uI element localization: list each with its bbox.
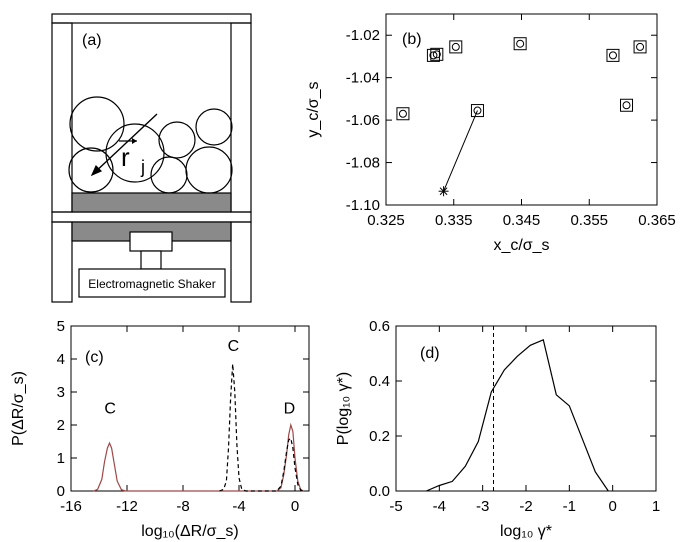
x-tick-label: -12	[116, 498, 138, 515]
distribution-chart-d: -5 -4 -3 -2 -1 0 1 0.0 0.2 0.4 0.6 (d) log₁₀ γ* P(log…	[335, 318, 660, 540]
data-point-square	[633, 40, 647, 54]
x-axis-label: log₁₀ γ*	[500, 523, 552, 540]
x-tick-label: 1	[652, 498, 660, 515]
data-point-square	[426, 48, 440, 62]
x-tick-label: -8	[176, 498, 189, 515]
y-tick-label: 0.2	[369, 428, 390, 445]
panel-tag: (d)	[420, 345, 440, 362]
x-tick-label: -5	[389, 498, 402, 515]
series-line	[219, 363, 304, 492]
left-wall	[51, 22, 73, 213]
x-tick-label: -16	[60, 498, 82, 515]
panel-tag: (c)	[85, 349, 104, 366]
series-line	[93, 422, 304, 492]
y-tick-label: 3	[57, 384, 65, 401]
data-point-circle	[432, 50, 441, 59]
shaker-box	[78, 268, 226, 298]
data-point-square	[513, 37, 527, 51]
data-point-circle	[398, 109, 407, 118]
data-point-circle	[473, 106, 482, 115]
y-tick-label: -1.08	[346, 155, 380, 172]
x-tick-label: 0	[291, 498, 299, 515]
x-tick-label: -3	[476, 498, 489, 515]
histogram-chart-c: -16 -12 -8 -4 0 0 1 2 3 4 5 (c) log₁₀(ΔR/σ_s) P(ΔR/σ_…	[10, 318, 310, 540]
data-point-square	[606, 48, 620, 62]
peak-annotation: D	[284, 400, 296, 417]
disc	[150, 156, 188, 194]
disc	[195, 108, 233, 146]
data-point-circle	[636, 42, 645, 51]
vector-subscript: j	[140, 157, 145, 177]
data-point-circle	[516, 39, 525, 48]
y-tick-label: 5	[57, 318, 65, 335]
y-tick-label: 2	[57, 417, 65, 434]
right-wall	[230, 22, 252, 213]
y-axis-label: P(log₁₀ γ*)	[335, 372, 352, 445]
trajectory-line	[443, 110, 478, 192]
data-point-circle	[608, 51, 617, 60]
container-floor-plate	[71, 192, 232, 213]
x-tick-label: 0.355	[570, 212, 608, 229]
x-tick-label: 0.365	[638, 212, 676, 229]
y-tick-label: -1.04	[346, 70, 380, 87]
peak-annotation: C	[228, 338, 240, 355]
data-point-square	[449, 40, 463, 54]
data-point-square	[396, 107, 410, 121]
x-tick-label: -1	[563, 498, 576, 515]
disc	[68, 147, 114, 193]
left-leg	[51, 221, 73, 303]
x-tick-label: 0	[608, 498, 616, 515]
vector-label: r	[121, 142, 130, 172]
data-point-circle	[429, 51, 438, 60]
y-tick-label: 1	[57, 450, 65, 467]
vector-arrowhead	[90, 164, 103, 177]
middle-bar	[51, 211, 252, 223]
y-tick-label: -1.06	[346, 112, 380, 129]
apparatus-diagram	[51, 13, 252, 303]
shaker-rod	[140, 250, 162, 270]
data-point-square	[430, 47, 444, 61]
vector-overarrow-head	[132, 138, 137, 144]
shaker-head	[129, 231, 173, 252]
panel-tag: (b)	[402, 31, 422, 48]
data-point-square	[470, 104, 484, 118]
disc	[185, 146, 233, 194]
y-tick-label: -1.10	[346, 197, 380, 214]
y-axis-label: y_c/σ_s	[305, 81, 322, 137]
y-tick-label: 0.6	[369, 318, 390, 335]
peak-annotation: C	[104, 400, 116, 417]
scatter-chart-b: 0.325 0.335 0.345 0.355 0.365 -1.02 -1.04 -1.06…	[305, 13, 676, 254]
y-tick-label: 4	[57, 351, 65, 368]
top-bar	[51, 13, 252, 24]
y-tick-label: 0.0	[369, 483, 390, 500]
x-tick-label: 0.335	[435, 212, 473, 229]
y-tick-label: 0	[57, 483, 65, 500]
position-vector	[91, 113, 158, 176]
x-tick-label: -4	[232, 498, 245, 515]
x-tick-label: -4	[433, 498, 446, 515]
disc	[69, 96, 125, 152]
x-tick-label: 0.345	[503, 212, 541, 229]
data-point-circle	[622, 101, 631, 110]
y-tick-label: 0.4	[369, 373, 390, 390]
series-line	[426, 338, 609, 492]
panel-a-tag: (a)	[82, 32, 102, 49]
star-marker	[439, 187, 448, 196]
data-point-circle	[451, 42, 460, 51]
plot-frame	[385, 13, 658, 206]
y-axis-label: P(ΔR/σ_s)	[10, 371, 27, 446]
y-tick-label: -1.02	[346, 27, 380, 44]
data-point-square	[620, 98, 634, 112]
x-tick-label: -2	[519, 498, 532, 515]
x-axis-label: x_c/σ_s	[493, 237, 549, 254]
x-tick-label: 0.325	[367, 212, 405, 229]
shaker-label: Electromagnetic Shaker	[88, 277, 215, 291]
right-leg	[230, 221, 252, 303]
x-axis-label: log₁₀(ΔR/σ_s)	[141, 523, 239, 540]
disc	[158, 121, 196, 159]
